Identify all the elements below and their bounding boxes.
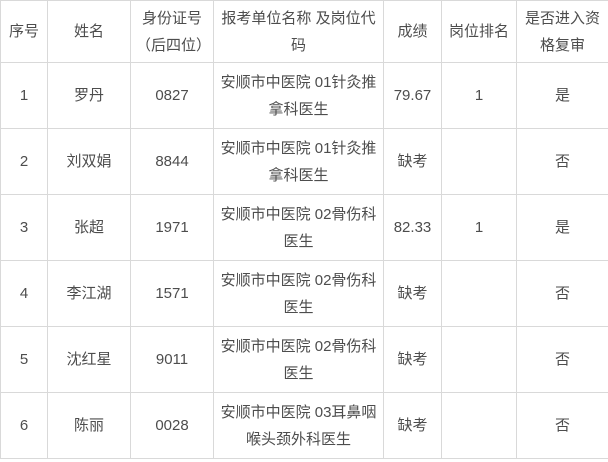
table-body: 1 罗丹 0827 安顺市中医院 01针灸推拿科医生 79.67 1 是 2 刘双娟 8844 安顺… [0, 62, 608, 459]
table-cell: 1971 [130, 194, 214, 261]
table-row: 5 沈红星 9011 安顺市中医院 02骨伤科医生 缺考 否 [0, 326, 608, 393]
table-cell: 79.67 [383, 62, 442, 129]
column-header: 序号 [0, 0, 48, 63]
table-cell: 82.33 [383, 194, 442, 261]
table-cell: 张超 [47, 194, 131, 261]
table-cell [441, 392, 517, 459]
table-cell: 3 [0, 194, 48, 261]
table-cell: 安顺市中医院 01针灸推拿科医生 [213, 62, 384, 129]
table-cell: 是 [516, 194, 608, 261]
table-cell: 安顺市中医院 02骨伤科医生 [213, 260, 384, 327]
table-cell: 5 [0, 326, 48, 393]
table-cell: 刘双娟 [47, 128, 131, 195]
table-cell: 6 [0, 392, 48, 459]
table-cell: 1571 [130, 260, 214, 327]
table-cell: 否 [516, 326, 608, 393]
table-cell: 李江湖 [47, 260, 131, 327]
table-cell: 8844 [130, 128, 214, 195]
table-cell: 安顺市中医院 03耳鼻咽喉头颈外科医生 [213, 392, 384, 459]
column-header: 报考单位名称 及岗位代码 [213, 0, 384, 63]
column-header: 是否进入资格复审 [516, 0, 608, 63]
table-cell: 缺考 [383, 128, 442, 195]
table-row: 3 张超 1971 安顺市中医院 02骨伤科医生 82.33 1 是 [0, 194, 608, 261]
table-cell: 否 [516, 128, 608, 195]
table-row: 6 陈丽 0028 安顺市中医院 03耳鼻咽喉头颈外科医生 缺考 否 [0, 392, 608, 459]
table-cell: 1 [0, 62, 48, 129]
table-cell: 缺考 [383, 326, 442, 393]
table-cell: 罗丹 [47, 62, 131, 129]
table-cell: 安顺市中医院 02骨伤科医生 [213, 326, 384, 393]
table-cell: 否 [516, 392, 608, 459]
column-header: 姓名 [47, 0, 131, 63]
table-cell: 否 [516, 260, 608, 327]
table-row: 4 李江湖 1571 安顺市中医院 02骨伤科医生 缺考 否 [0, 260, 608, 327]
table-cell: 2 [0, 128, 48, 195]
table-cell [441, 326, 517, 393]
column-header: 岗位排名 [441, 0, 517, 63]
table-cell: 0827 [130, 62, 214, 129]
table-cell: 是 [516, 62, 608, 129]
table-head: 序号 姓名 身份证号 （后四位） 报考单位名称 及岗位代码 成绩 岗位排名 是否进入资格复审 [0, 0, 608, 63]
column-header: 身份证号 （后四位） [130, 0, 214, 63]
table-cell: 安顺市中医院 01针灸推拿科医生 [213, 128, 384, 195]
table-cell: 0028 [130, 392, 214, 459]
table-cell: 9011 [130, 326, 214, 393]
table-cell [441, 128, 517, 195]
table-cell [441, 260, 517, 327]
table-row: 2 刘双娟 8844 安顺市中医院 01针灸推拿科医生 缺考 否 [0, 128, 608, 195]
header-row: 序号 姓名 身份证号 （后四位） 报考单位名称 及岗位代码 成绩 岗位排名 是否进入资格复审 [0, 0, 608, 63]
table-cell: 1 [441, 194, 517, 261]
column-header: 成绩 [383, 0, 442, 63]
table-cell: 缺考 [383, 260, 442, 327]
table-cell: 陈丽 [47, 392, 131, 459]
table-cell: 沈红星 [47, 326, 131, 393]
table-cell: 安顺市中医院 02骨伤科医生 [213, 194, 384, 261]
table-cell: 缺考 [383, 392, 442, 459]
table-cell: 4 [0, 260, 48, 327]
table-cell: 1 [441, 62, 517, 129]
table-row: 1 罗丹 0827 安顺市中医院 01针灸推拿科医生 79.67 1 是 [0, 62, 608, 129]
